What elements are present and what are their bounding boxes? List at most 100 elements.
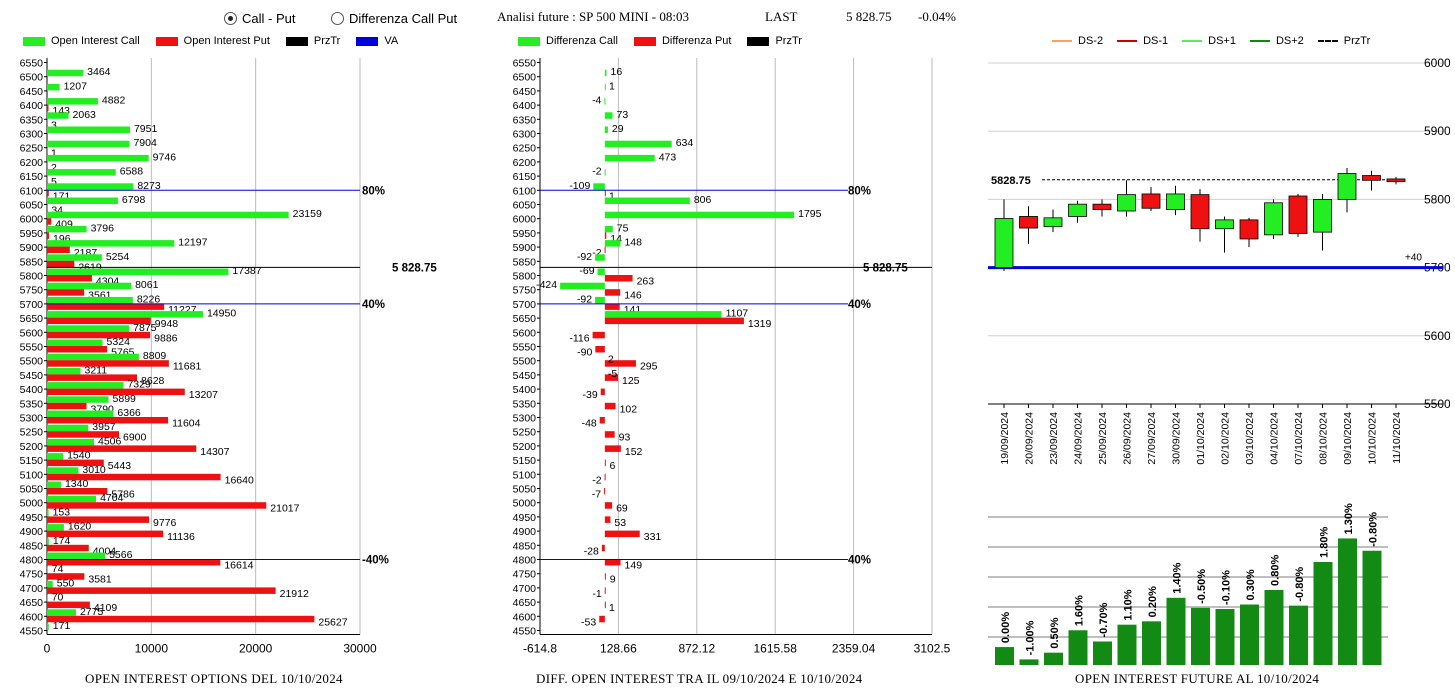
strike-label: 4900 xyxy=(20,526,44,538)
put-bar xyxy=(47,360,169,367)
strike-label: 5650 xyxy=(20,313,44,325)
call-bar xyxy=(47,98,98,105)
legend3-item: DS+1 xyxy=(1182,35,1236,47)
put-value-label: 11604 xyxy=(172,418,201,430)
date-label: 09/10/2024 xyxy=(1342,412,1354,465)
legend2-label: Differenza Put xyxy=(661,35,732,47)
date-label: 20/09/2024 xyxy=(1024,412,1036,465)
call-value-label: 12197 xyxy=(178,237,207,249)
strike-label: 5450 xyxy=(20,370,44,382)
diff-call-value-label: 634 xyxy=(676,137,694,149)
y-tick-label: 6000 xyxy=(1424,56,1450,70)
put-value-label: 1 xyxy=(51,148,57,160)
future-oi-bar xyxy=(995,647,1014,665)
future-change-label: 0.20% xyxy=(1147,586,1159,617)
call-value-label: 5566 xyxy=(109,549,133,561)
future-change-label: -0.10% xyxy=(1221,570,1233,605)
diff-put-bar xyxy=(604,559,621,566)
candle-body xyxy=(1166,193,1185,211)
call-bar xyxy=(47,183,134,190)
put-bar xyxy=(47,544,89,552)
legend1-label: PrzTr xyxy=(313,35,341,47)
va-level-label: -40% xyxy=(362,555,389,567)
future-change-label: 0.50% xyxy=(1049,617,1061,648)
prztr-label: 5 828.75 xyxy=(392,262,437,274)
call-value-label: 8061 xyxy=(135,279,159,291)
candle-body xyxy=(1362,175,1381,181)
strike-label: 4850 xyxy=(513,540,537,552)
call-bar xyxy=(47,367,81,375)
radio-differenza[interactable]: Differenza Call Put xyxy=(331,11,457,26)
strike-label: 5200 xyxy=(513,441,537,453)
x-tick-label: 2359.04 xyxy=(832,642,876,656)
future-oi-bar xyxy=(1264,589,1284,665)
strike-label: 4800 xyxy=(20,555,44,567)
call-bar xyxy=(47,254,102,261)
legend2-item: Differenza Call xyxy=(518,35,618,47)
put-bar xyxy=(47,331,151,339)
diff-put-value-label: -2 xyxy=(592,474,601,486)
footer-oi-options: OPEN INTEREST OPTIONS DEL 10/10/2024 xyxy=(85,671,343,686)
legend1-label: Open Interest Put xyxy=(183,35,270,47)
date-label: 24/09/2024 xyxy=(1073,412,1085,465)
put-bar xyxy=(47,218,52,225)
date-label: 02/10/2024 xyxy=(1220,412,1232,465)
diff-call-bar xyxy=(595,296,605,304)
call-bar xyxy=(47,268,229,275)
date-label: 01/10/2024 xyxy=(1195,412,1207,465)
call-value-label: 4882 xyxy=(102,95,126,107)
candle-body xyxy=(1386,178,1406,183)
strike-label: 4900 xyxy=(513,526,537,538)
diff-put-bar xyxy=(604,189,606,197)
call-bar xyxy=(47,353,139,361)
legend1-label: Open Interest Call xyxy=(51,35,140,47)
diff-put-bar xyxy=(595,346,605,353)
call-bar xyxy=(47,69,84,77)
put-bar xyxy=(47,573,85,580)
legend1-label: VA xyxy=(384,35,399,47)
call-value-label: 6588 xyxy=(120,166,144,178)
call-bar xyxy=(47,112,69,119)
put-value-label: 8628 xyxy=(141,375,165,387)
diff-put-bar xyxy=(604,473,606,481)
candle-body xyxy=(1313,198,1332,233)
legend2-swatch xyxy=(518,36,540,46)
radio-selected-icon[interactable] xyxy=(224,12,237,25)
strike-label: 5000 xyxy=(20,498,44,510)
candle-body xyxy=(1215,219,1234,230)
diff-put-value-label: 125 xyxy=(622,375,640,387)
diff-put-bar xyxy=(604,275,633,282)
future-change-label: -0.80% xyxy=(1368,512,1380,547)
diff-open-interest-chart: -614.8 128.66 872.12 1615.58 2359.04 3102.565… xyxy=(513,58,951,656)
legend1-swatch xyxy=(285,36,308,46)
call-bar xyxy=(47,552,106,559)
strike-label: 6500 xyxy=(20,72,44,84)
va-level-label: 80% xyxy=(848,185,871,197)
diff-put-bar xyxy=(604,502,613,509)
legend2-label: Differenza Call xyxy=(546,35,618,47)
put-value-label: 5 xyxy=(51,176,57,188)
put-bar xyxy=(47,488,108,495)
call-bar xyxy=(47,623,49,630)
diff-put-value-label: 14 xyxy=(610,233,622,245)
put-bar xyxy=(47,232,50,239)
put-bar xyxy=(47,417,169,424)
strike-label: 6150 xyxy=(513,171,537,183)
diff-put-value-label: -90 xyxy=(577,347,592,359)
put-bar xyxy=(47,118,48,126)
strike-label: 4550 xyxy=(20,626,44,638)
diff-call-value-label: -109 xyxy=(569,180,590,192)
put-bar xyxy=(47,147,48,154)
put-bar xyxy=(47,246,70,254)
prztr-label: 5 828.75 xyxy=(863,262,908,274)
strike-label: 5050 xyxy=(513,484,537,496)
call-value-label: 5324 xyxy=(107,336,131,348)
radio-unselected-icon[interactable] xyxy=(331,12,344,25)
diff-put-value-label: -39 xyxy=(583,389,598,401)
strike-label: 4950 xyxy=(20,512,44,524)
diff-put-bar xyxy=(601,544,605,552)
diff-put-bar xyxy=(604,459,606,467)
strike-label: 5950 xyxy=(513,228,537,240)
strike-label: 6200 xyxy=(20,157,44,169)
radio-call-put[interactable]: Call - Put xyxy=(224,11,295,26)
